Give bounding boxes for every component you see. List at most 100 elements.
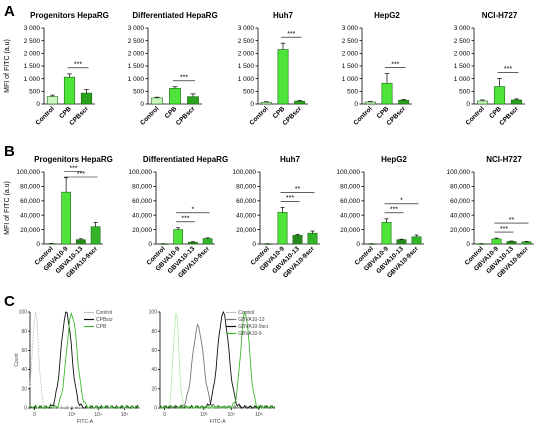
x-axis-label: FITC-A <box>77 419 94 425</box>
legend-label: GBVA10-9scr <box>238 324 269 330</box>
y-tick-label: 1 000 <box>454 76 471 83</box>
bar-control <box>151 97 163 105</box>
category-label: CPB <box>58 105 73 120</box>
x-tick-label: 10⁴ <box>94 412 102 418</box>
legend-label: GBVA10-9 <box>238 331 262 337</box>
y-tick-label: 20,000 <box>340 227 360 234</box>
y-axis-label: MFI of FITC (a.u) <box>4 39 11 93</box>
bar-gbva10-9scr <box>411 236 422 245</box>
bar-control <box>260 101 272 105</box>
category-label: CPB <box>164 105 179 120</box>
y-tick-label: 0 <box>356 241 360 248</box>
chart-title: HepG2 <box>381 155 407 164</box>
bar-cpb <box>277 49 289 105</box>
bar-cpbscr <box>398 99 410 105</box>
y-tick-label: 100,000 <box>17 169 41 176</box>
bar-gbva10-13 <box>292 235 303 245</box>
chart-title: NCI-H727 <box>482 11 518 20</box>
y-tick-label: 20,000 <box>450 227 470 234</box>
chart-title: Progenitors HepaRG <box>30 11 109 20</box>
chart-title: Huh7 <box>280 155 301 164</box>
y-tick-label: 0 <box>24 406 27 412</box>
y-tick-label: 100,000 <box>447 169 471 176</box>
y-tick-label: 0 <box>466 101 470 108</box>
y-tick-label: 40,000 <box>450 212 470 219</box>
y-axis-label: Count <box>14 353 20 367</box>
y-tick-label: 100,000 <box>129 169 153 176</box>
y-tick-label: 80 <box>21 329 27 335</box>
y-tick-label: 20 <box>21 386 27 392</box>
category-label: CPBscr <box>498 105 520 127</box>
significance-label: *** <box>69 166 77 173</box>
y-tick-label: 1 500 <box>454 63 471 70</box>
x-tick-label: 10³ <box>200 412 208 418</box>
y-tick-label: 80 <box>151 329 157 335</box>
y-tick-label: 1 500 <box>342 63 359 70</box>
significance-label: ** <box>509 217 515 224</box>
y-tick-label: 100,000 <box>233 169 257 176</box>
y-tick-label: 20,000 <box>132 227 152 234</box>
y-tick-label: 60,000 <box>132 198 152 205</box>
significance-label: ** <box>295 186 301 193</box>
bar-cpbscr <box>294 100 306 105</box>
y-tick-label: 0 <box>252 241 256 248</box>
histogram-C1: 0 20 40 60 80 100 0 10³ 10⁴ 10⁵ FITC-A Count Control… <box>14 310 141 425</box>
legend-label: Control <box>238 310 254 316</box>
legend-label: CPB <box>96 324 107 330</box>
y-tick-label: 2 000 <box>454 51 471 58</box>
category-label: Control <box>248 105 269 126</box>
y-tick-label: 40,000 <box>236 212 256 219</box>
category-label: CPBscr <box>175 105 197 127</box>
y-tick-label: 40,000 <box>340 212 360 219</box>
x-tick-label: 0 <box>163 412 166 418</box>
y-tick-label: 2 500 <box>342 38 359 45</box>
y-tick-label: 40,000 <box>20 212 40 219</box>
histogram-curve <box>29 312 140 409</box>
x-tick-label: 10³ <box>68 412 76 418</box>
significance-label: *** <box>500 226 508 233</box>
chart-A3: Huh7 0 500 1 000 1 500 2 000 2 500 3 000 Control… <box>238 11 308 127</box>
bar-cpb <box>63 76 76 105</box>
y-tick-label: 500 <box>347 89 358 96</box>
bar-control <box>364 101 376 105</box>
y-tick-label: 0 <box>354 101 358 108</box>
y-tick-label: 20 <box>151 386 157 392</box>
x-axis-label: FITC-A <box>209 419 226 425</box>
y-tick-label: 60 <box>21 348 27 354</box>
panel-letter-b: B <box>4 143 15 160</box>
bar-gbva10-13 <box>396 239 407 245</box>
y-tick-label: 1 000 <box>24 76 41 83</box>
histogram-curve <box>159 310 276 409</box>
y-tick-label: 40 <box>151 367 157 373</box>
significance-label: * <box>400 198 403 205</box>
y-tick-label: 3 000 <box>238 25 255 32</box>
y-tick-label: 80,000 <box>450 184 470 191</box>
bar-gbva10-9 <box>61 191 71 245</box>
y-tick-label: 1 000 <box>128 76 145 83</box>
category-label: CPBscr <box>282 105 304 127</box>
bar-cpb <box>381 82 393 105</box>
y-tick-label: 20,000 <box>236 227 256 234</box>
y-tick-label: 1 000 <box>342 76 359 83</box>
bar-gbva10-9scr <box>90 226 101 245</box>
y-tick-label: 80,000 <box>340 184 360 191</box>
category-label: Control <box>465 105 486 126</box>
significance-label: *** <box>504 66 512 73</box>
y-tick-label: 0 <box>36 241 40 248</box>
y-tick-label: 500 <box>459 89 470 96</box>
chart-title: Differentiated HepaRG <box>132 11 217 20</box>
bar-control <box>46 96 59 105</box>
category-label: CPBscr <box>386 105 408 127</box>
category-label: CPBscr <box>68 105 90 127</box>
y-tick-label: 80,000 <box>132 184 152 191</box>
y-tick-label: 2 500 <box>24 38 41 45</box>
y-tick-label: 100,000 <box>337 169 361 176</box>
y-tick-label: 0 <box>466 241 470 248</box>
y-tick-label: 3 000 <box>128 25 145 32</box>
chart-B5: NCI-H727 0 20,000 40,000 60,000 80,000 100,000… <box>447 155 534 279</box>
y-tick-label: 100 <box>149 310 158 316</box>
chart-A4: HepG2 0 500 1 000 1 500 2 000 2 500 3 000 Contro… <box>342 11 412 127</box>
significance-label: * <box>192 207 195 214</box>
y-tick-label: 2 500 <box>238 38 255 45</box>
